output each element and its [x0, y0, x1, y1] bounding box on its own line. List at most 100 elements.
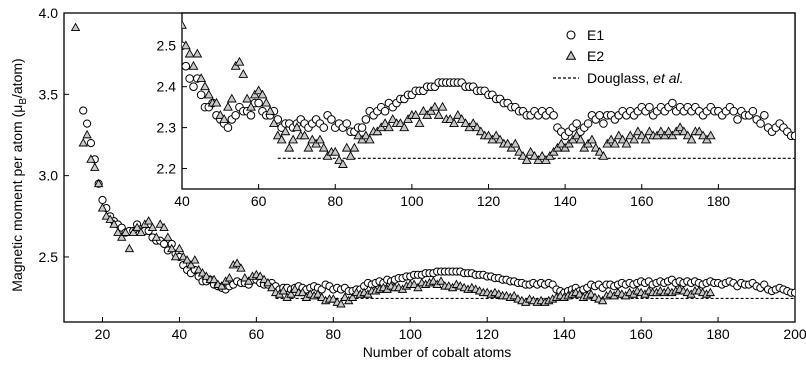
e2-point — [410, 110, 421, 119]
e2-point — [621, 138, 632, 148]
e2-point — [151, 232, 162, 241]
e2-point — [518, 150, 528, 160]
legend-entry: E1 — [566, 27, 604, 43]
e2-point — [629, 134, 640, 144]
e2-point — [174, 243, 185, 253]
inset-ytick-label: 2.3 — [157, 120, 177, 136]
e2-point — [211, 97, 222, 107]
e2-point — [613, 130, 624, 140]
e2-point — [117, 232, 127, 241]
e2-point — [188, 60, 199, 70]
y-axis-label: Magnetic moment per atom (μB/atom) — [9, 58, 29, 291]
e1-point — [760, 111, 769, 120]
e1-point — [756, 119, 765, 128]
e2-point — [509, 290, 519, 300]
e2-point — [449, 118, 459, 128]
e2-point — [491, 130, 502, 140]
main-xtick-label: 200 — [783, 326, 806, 342]
inset-xtick-label: 140 — [553, 193, 577, 209]
e2-point — [617, 134, 628, 144]
e2-point — [253, 85, 264, 95]
e2-point — [70, 22, 81, 31]
e2-point — [682, 130, 693, 140]
inset-xtick-label: 120 — [477, 193, 501, 209]
e2-point — [336, 299, 346, 308]
legend-label: Douglass, et al. — [587, 70, 684, 86]
e2-point — [610, 138, 620, 148]
inset-ytick-label: 2.4 — [157, 79, 177, 95]
main-series-e2 — [70, 22, 716, 308]
main-ytick-label: 3.0 — [39, 168, 59, 184]
e1-point — [79, 106, 88, 115]
e2-point — [436, 276, 446, 285]
e2-point — [345, 150, 356, 160]
e2-point — [413, 282, 423, 292]
e2-point — [571, 130, 582, 140]
e2-point — [147, 222, 158, 232]
e1-point — [645, 102, 654, 112]
e2-point — [192, 48, 203, 58]
e1-point — [189, 82, 198, 91]
main-xtick-label: 20 — [95, 326, 111, 342]
e2-point — [267, 282, 277, 292]
e2-point — [445, 114, 456, 123]
e2-point — [395, 118, 406, 128]
e2-point — [655, 126, 666, 136]
main-ytick-label: 4.0 — [39, 5, 59, 21]
e2-point — [318, 142, 329, 152]
inset-series-e2 — [182, 19, 716, 168]
e2-point — [238, 69, 249, 78]
e2-point — [105, 214, 115, 223]
e2-point — [330, 146, 341, 156]
e2-point — [460, 118, 471, 128]
e2-point — [193, 264, 204, 274]
inset-plot: 40 60 80 100 120 140 160 180 2.2 2.3 2.4 2.5 E1 E2 Dou… — [157, 12, 796, 209]
e2-point — [299, 130, 310, 140]
e2-point — [433, 110, 444, 119]
e2-point — [594, 146, 605, 156]
e2-point — [234, 56, 245, 66]
e1-point — [357, 123, 367, 132]
e2-point — [663, 126, 674, 136]
e2-point — [705, 130, 716, 140]
inset-xtick-label: 80 — [327, 193, 343, 209]
inset-xtick-label: 100 — [400, 193, 424, 209]
e2-point — [170, 251, 181, 261]
e1-point — [729, 106, 739, 116]
e2-point — [236, 263, 246, 272]
inset-xtick-label: 40 — [174, 193, 190, 209]
legend-triangle-marker — [565, 50, 577, 60]
e2-point — [678, 126, 689, 136]
e2-point — [223, 101, 233, 111]
e2-point — [240, 273, 250, 282]
e2-point — [698, 130, 708, 140]
inset-xtick-label: 160 — [630, 193, 654, 209]
e2-point — [182, 255, 192, 264]
e2-point — [360, 130, 371, 140]
e2-point — [328, 294, 339, 303]
inset-ticks: 40 60 80 100 120 140 160 180 2.2 2.3 2.4 2.5 — [157, 38, 731, 209]
e2-point — [82, 129, 92, 139]
legend-entry: Douglass, et al. — [553, 70, 684, 86]
e2-point — [109, 219, 119, 228]
e2-point — [182, 40, 191, 50]
e1-point — [159, 239, 169, 249]
e2-point — [632, 126, 643, 136]
e2-point — [86, 154, 96, 163]
e2-point — [132, 222, 142, 232]
e2-point — [167, 243, 177, 253]
e2-point — [200, 81, 210, 91]
main-ytick-label: 3.5 — [39, 86, 59, 102]
e2-point — [364, 134, 375, 144]
e1-point — [549, 111, 558, 120]
e2-point — [686, 134, 697, 144]
e2-point — [178, 251, 188, 261]
e2-point — [203, 89, 214, 99]
main-markers — [70, 22, 795, 308]
e2-point — [636, 130, 647, 140]
inset-xtick-label: 60 — [251, 193, 267, 209]
legend-label: E2 — [587, 48, 604, 64]
main-xtick-label: 180 — [706, 326, 730, 342]
e2-point — [414, 118, 425, 128]
